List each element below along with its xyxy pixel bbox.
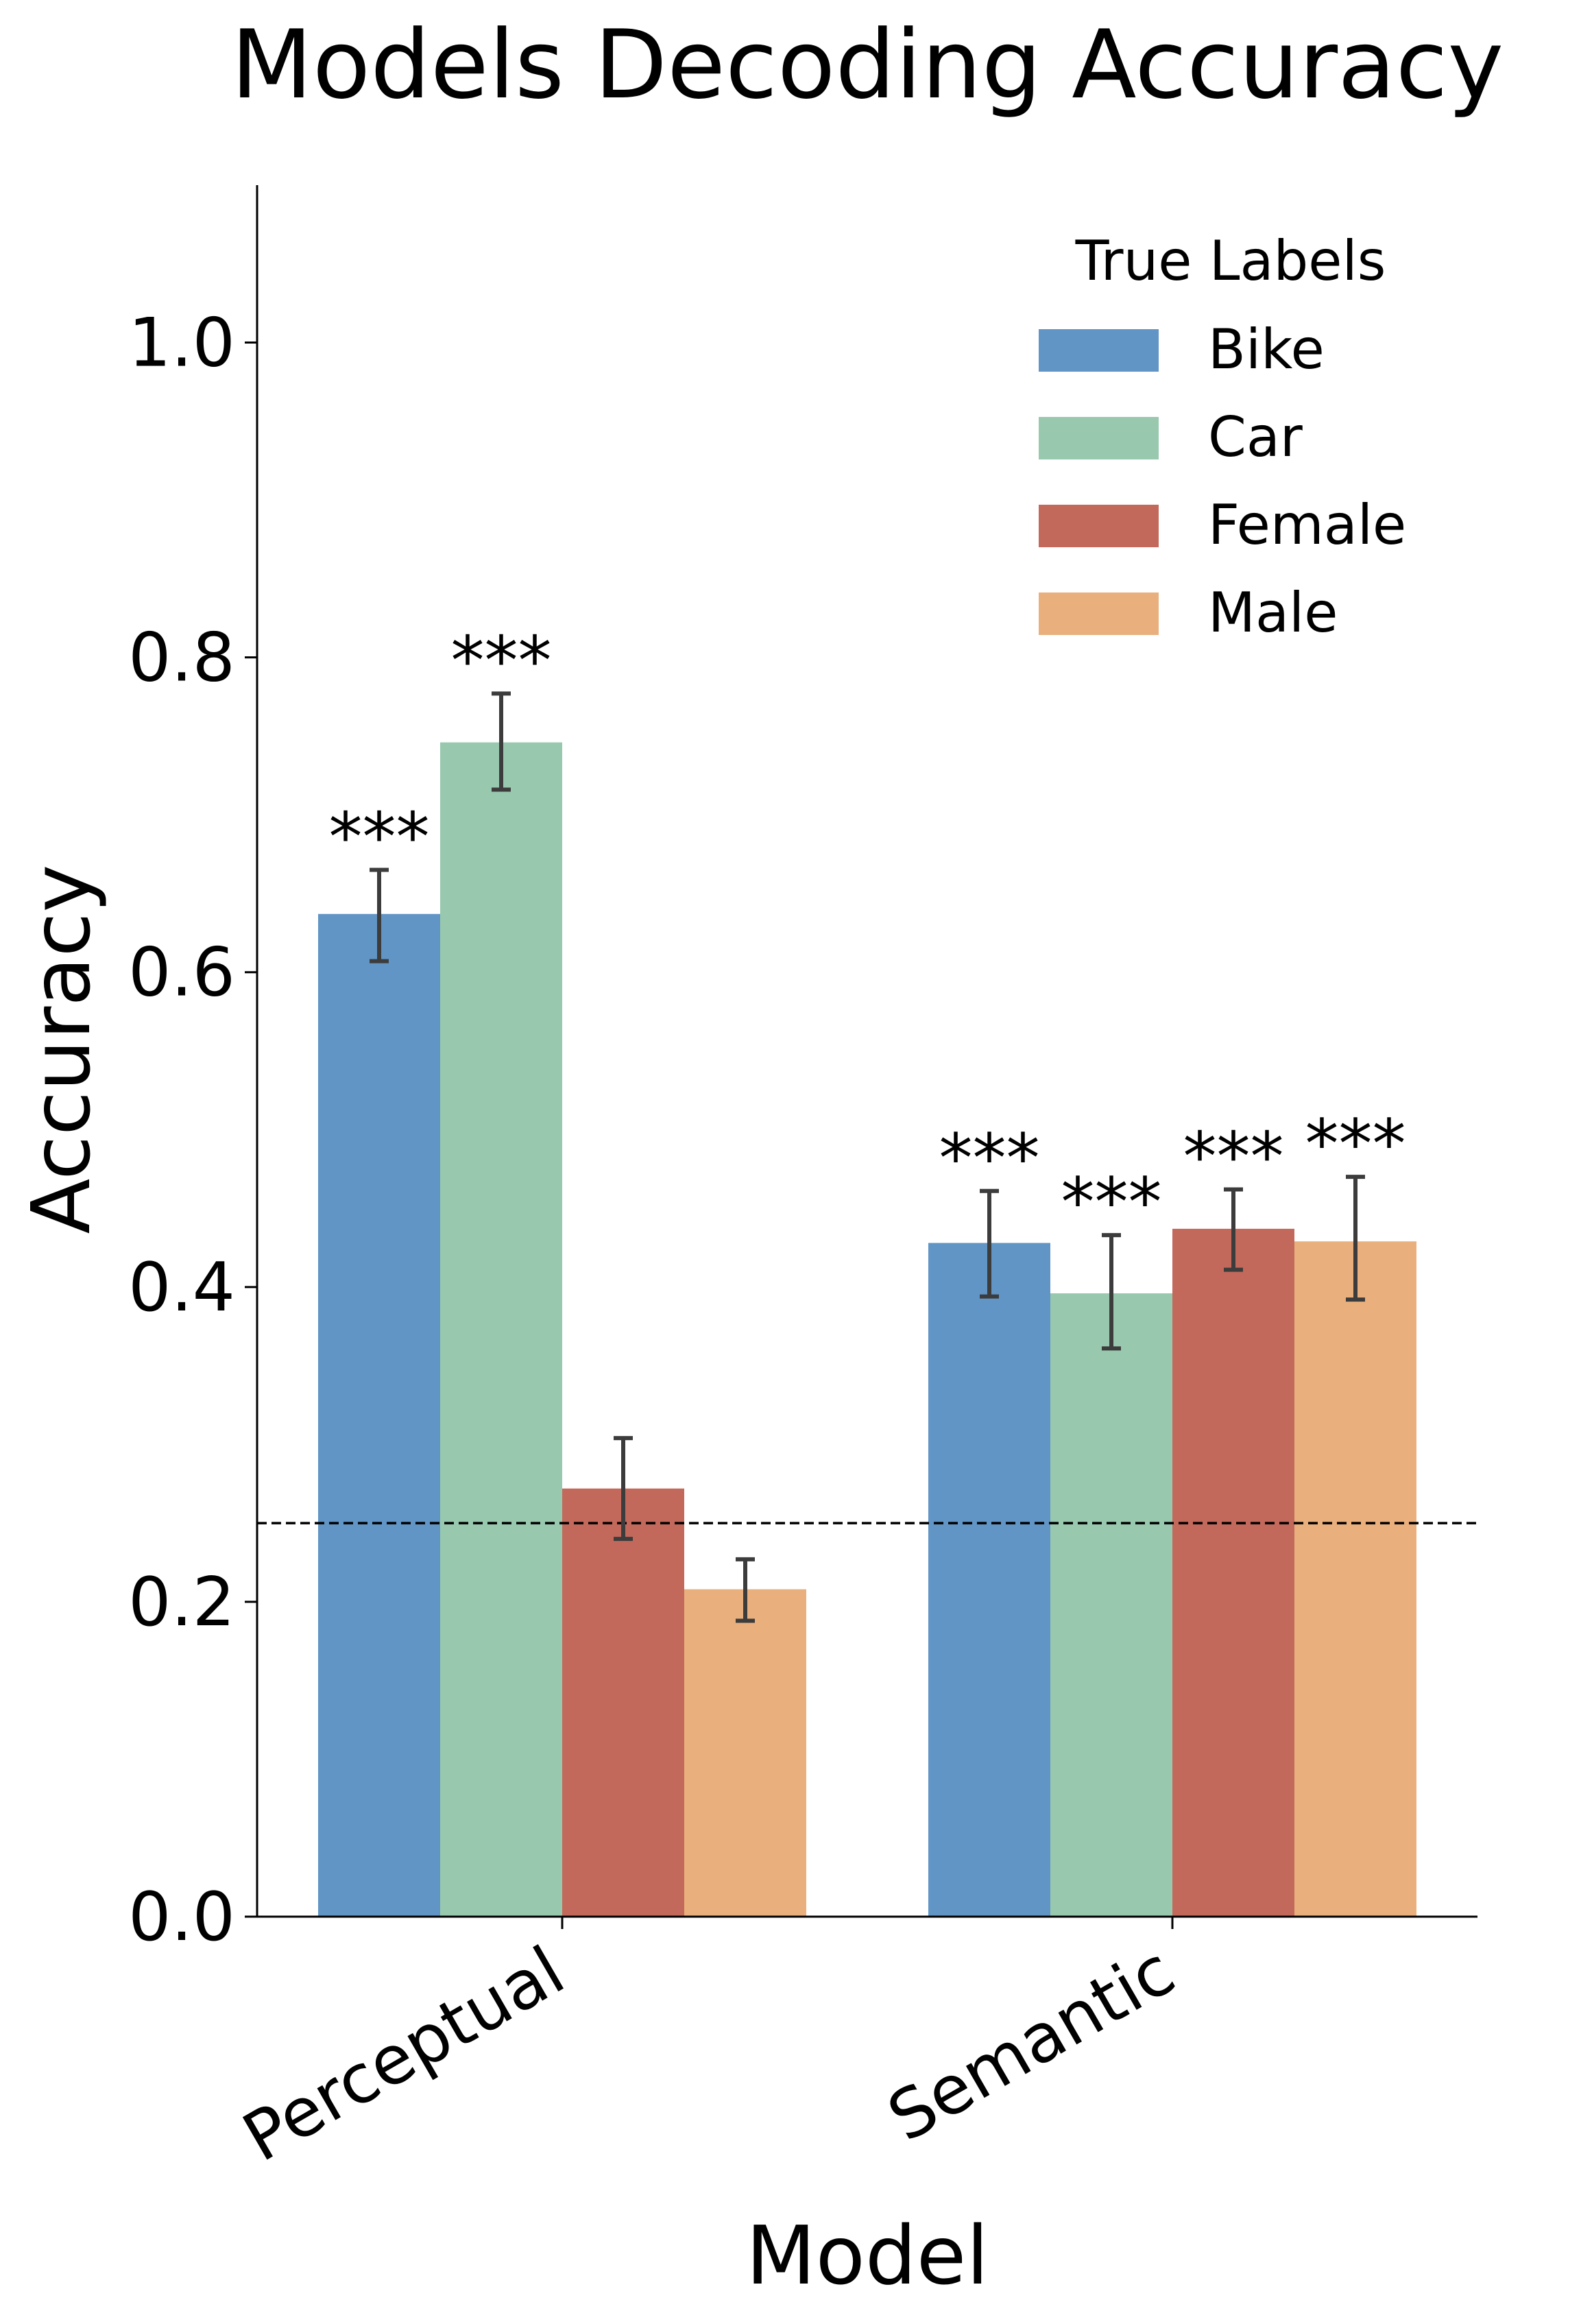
- x-tick-label-perceptual: Perceptual: [230, 1932, 577, 2177]
- significance-female-semantic: ***: [1183, 1118, 1284, 1197]
- bar-female-semantic: [1172, 1228, 1294, 1917]
- y-tick-label: 0.0: [128, 1878, 235, 1956]
- error-bar-bike-perceptual: [370, 867, 389, 963]
- significance-bike-perceptual: ***: [329, 799, 430, 877]
- error-bar-female-semantic: [1224, 1187, 1243, 1272]
- significance-car-perceptual: ***: [451, 622, 552, 700]
- legend-swatch-bike: [1039, 329, 1159, 372]
- legend-swatch-female: [1039, 505, 1159, 547]
- error-bar-car-perceptual: [492, 691, 511, 792]
- legend-label-car: Car: [1208, 405, 1303, 469]
- legend: True Labels Bike Car Female Male: [1039, 229, 1406, 645]
- legend-label-male: Male: [1208, 581, 1338, 645]
- error-bar-male-perceptual: [736, 1557, 755, 1623]
- bar-car-perceptual: [440, 742, 562, 1917]
- bar-car-semantic: [1050, 1293, 1172, 1917]
- legend-swatch-male: [1039, 592, 1159, 635]
- bars-layer: [318, 742, 1416, 1917]
- significance-layer: *** *** *** *** *** ***: [329, 622, 1406, 1242]
- error-bar-female-perceptual: [614, 1436, 633, 1542]
- bar-female-perceptual: [562, 1488, 684, 1917]
- y-tick-label: 0.8: [128, 619, 235, 697]
- errorbar-layer: [370, 691, 1365, 1623]
- error-bar-car-semantic: [1102, 1233, 1121, 1351]
- bar-male-perceptual: [684, 1589, 806, 1917]
- significance-male-semantic: ***: [1305, 1105, 1406, 1184]
- legend-label-bike: Bike: [1208, 318, 1325, 381]
- significance-bike-semantic: ***: [939, 1120, 1040, 1198]
- legend-swatch-car: [1039, 417, 1159, 459]
- x-tick-label-semantic: Semantic: [876, 1932, 1187, 2157]
- y-tick-label: 0.2: [128, 1564, 235, 1642]
- error-bar-bike-semantic: [980, 1188, 999, 1299]
- bar-male-semantic: [1294, 1241, 1416, 1917]
- y-tick-label: 1.0: [128, 304, 235, 383]
- x-axis-label: Model: [746, 2208, 989, 2303]
- bar-bike-semantic: [928, 1243, 1050, 1917]
- legend-title: True Labels: [1075, 229, 1386, 293]
- bar-bike-perceptual: [318, 913, 440, 1917]
- y-tick-label: 0.4: [128, 1249, 235, 1327]
- legend-label-female: Female: [1208, 493, 1406, 557]
- significance-car-semantic: ***: [1061, 1164, 1162, 1242]
- y-axis-label: Accuracy: [14, 865, 108, 1234]
- y-tick-label: 0.6: [128, 934, 235, 1012]
- error-bar-male-semantic: [1346, 1175, 1365, 1302]
- chart-title: Models Decoding Accuracy: [231, 10, 1504, 120]
